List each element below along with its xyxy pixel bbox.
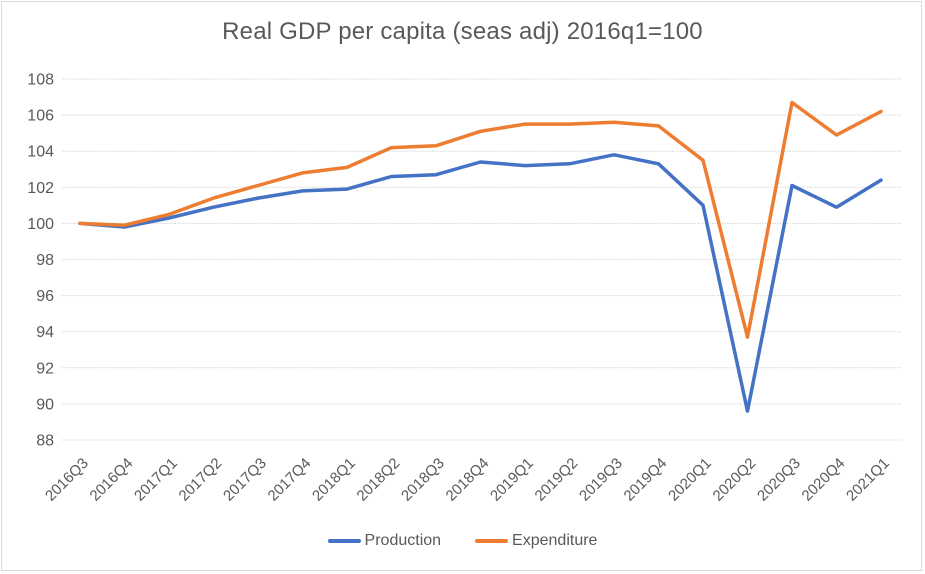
x-axis-tick-label: 2020Q1 bbox=[665, 455, 715, 505]
legend-label-production: Production bbox=[364, 532, 442, 549]
y-axis-tick-label: 88 bbox=[36, 433, 54, 450]
y-axis-tick-label: 96 bbox=[36, 288, 54, 305]
x-axis-tick-label: 2020Q3 bbox=[754, 455, 804, 505]
y-axis-tick-label: 106 bbox=[27, 108, 54, 125]
x-axis-tick-label: 2019Q2 bbox=[532, 455, 582, 505]
chart-title: Real GDP per capita (seas adj) 2016q1=10… bbox=[222, 18, 703, 45]
x-axis-tick-label: 2018Q1 bbox=[309, 455, 359, 505]
chart-legend: Production Expenditure bbox=[0, 532, 925, 550]
x-axis-tick-label: 2018Q4 bbox=[443, 455, 493, 505]
y-axis-tick-label: 108 bbox=[27, 72, 54, 89]
series-line-expenditure bbox=[78, 100, 883, 339]
x-axis-tick-label: 2018Q3 bbox=[398, 455, 448, 505]
x-axis-tick-label: 2020Q4 bbox=[799, 455, 849, 505]
legend-label-expenditure: Expenditure bbox=[512, 532, 598, 549]
x-axis-tick-label: 2017Q1 bbox=[131, 455, 181, 505]
y-axis-tick-label: 98 bbox=[36, 252, 54, 269]
legend-item-expenditure: Expenditure bbox=[475, 532, 597, 550]
x-axis-tick-label: 2019Q4 bbox=[621, 455, 671, 505]
x-axis-tick-label: 2017Q3 bbox=[220, 455, 270, 505]
y-axis-tick-label: 92 bbox=[36, 360, 54, 377]
y-axis-tick-label: 102 bbox=[27, 180, 54, 197]
y-axis-tick-label: 90 bbox=[36, 396, 54, 413]
x-axis-tick-label: 2019Q1 bbox=[487, 455, 537, 505]
x-axis-tick-label: 2021Q1 bbox=[843, 455, 893, 505]
expenditure-line-swatch-icon bbox=[475, 539, 509, 543]
x-axis-tick-label: 2019Q3 bbox=[576, 455, 626, 505]
x-axis-tick-label: 2018Q2 bbox=[354, 455, 404, 505]
y-axis-tick-label: 100 bbox=[27, 216, 54, 233]
x-axis-tick-label: 2017Q2 bbox=[176, 455, 226, 505]
y-axis-tick-label: 94 bbox=[36, 324, 54, 341]
series-line-production bbox=[78, 153, 883, 413]
y-axis-tick-label: 104 bbox=[27, 144, 54, 161]
x-axis-tick-label: 2016Q3 bbox=[42, 455, 92, 505]
x-axis-tick-label: 2020Q2 bbox=[710, 455, 760, 505]
production-line-swatch-icon bbox=[327, 539, 361, 543]
x-axis-tick-label: 2016Q4 bbox=[87, 455, 137, 505]
x-axis-tick-label: 2017Q4 bbox=[265, 455, 315, 505]
legend-item-production: Production bbox=[327, 532, 442, 550]
